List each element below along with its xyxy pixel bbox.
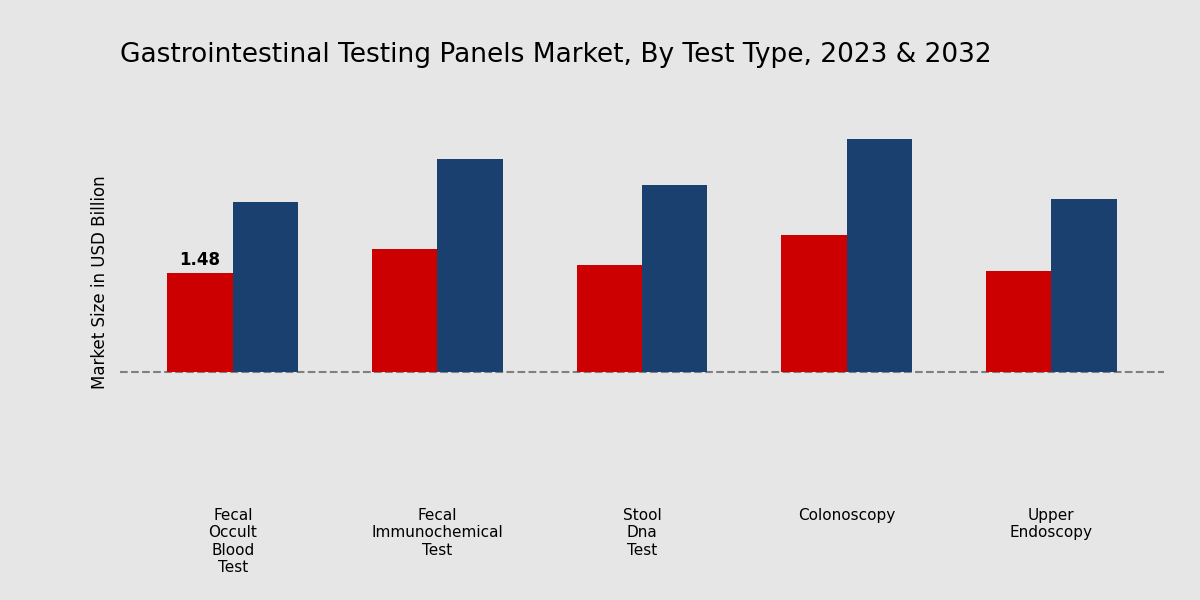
Bar: [168, 274, 233, 372]
Bar: [1051, 199, 1116, 372]
Bar: [642, 185, 708, 372]
Bar: [781, 235, 846, 372]
Bar: [372, 248, 438, 372]
Bar: [846, 139, 912, 372]
Bar: [438, 158, 503, 372]
Bar: [233, 202, 299, 372]
Bar: [985, 271, 1051, 372]
Text: Gastrointestinal Testing Panels Market, By Test Type, 2023 & 2032: Gastrointestinal Testing Panels Market, …: [120, 42, 991, 68]
Bar: [576, 265, 642, 372]
Text: 1.48: 1.48: [180, 251, 221, 269]
Y-axis label: Market Size in USD Billion: Market Size in USD Billion: [91, 175, 109, 389]
